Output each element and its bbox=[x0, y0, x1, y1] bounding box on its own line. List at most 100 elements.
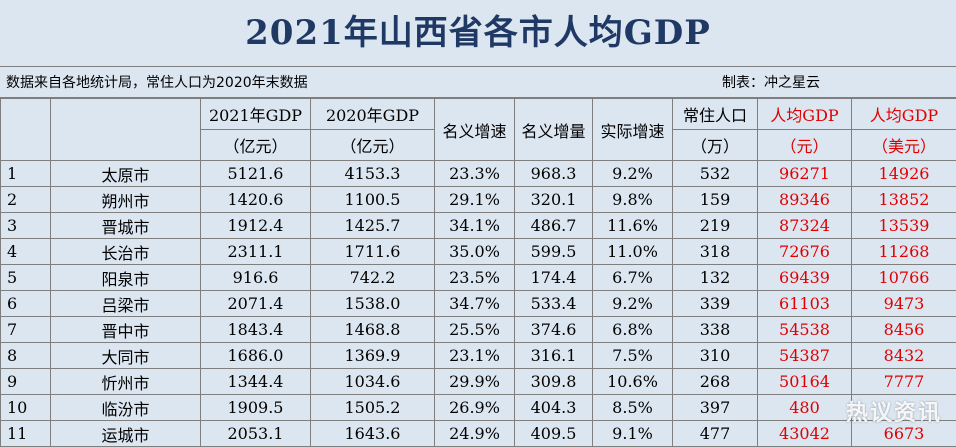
city-name-cell: 朔州市 bbox=[51, 187, 201, 213]
real-growth-cell: 8.5% bbox=[593, 395, 673, 421]
per-capita-cny-cell: 54387 bbox=[758, 343, 852, 369]
per-capita-cny-cell: 96271 bbox=[758, 161, 852, 187]
row-index-cell: 7 bbox=[1, 317, 51, 343]
note-row: 数据来自各地统计局，常住人口为2020年末数据 制表：冲之星云 bbox=[0, 67, 956, 98]
population-cell: 268 bbox=[673, 369, 758, 395]
row-index-cell: 3 bbox=[1, 213, 51, 239]
gdp-2020-cell: 1538.0 bbox=[311, 291, 435, 317]
real-growth-cell: 6.7% bbox=[593, 265, 673, 291]
per-capita-cny-cell: 87324 bbox=[758, 213, 852, 239]
nominal-increase-cell: 599.5 bbox=[515, 239, 593, 265]
header-real-growth: 实际增速 bbox=[593, 99, 673, 161]
population-cell: 477 bbox=[673, 421, 758, 447]
city-name-cell: 大同市 bbox=[51, 343, 201, 369]
gdp-2021-cell: 1420.6 bbox=[201, 187, 311, 213]
real-growth-cell: 7.5% bbox=[593, 343, 673, 369]
per-capita-cny-cell: 89346 bbox=[758, 187, 852, 213]
header-per-capita-cny: 人均GDP bbox=[758, 99, 852, 130]
per-capita-usd-cell: 11268 bbox=[852, 239, 956, 265]
city-name-cell: 临汾市 bbox=[51, 395, 201, 421]
gdp-2020-cell: 1468.8 bbox=[311, 317, 435, 343]
gdp-2021-cell: 916.6 bbox=[201, 265, 311, 291]
gdp-table: 2021年GDP 2020年GDP 名义增速 名义增量 实际增速 常住人口 人均… bbox=[0, 98, 956, 447]
per-capita-cny-cell: 72676 bbox=[758, 239, 852, 265]
header-gdp2020-unit: （亿元） bbox=[311, 130, 435, 161]
gdp-2021-cell: 1843.4 bbox=[201, 317, 311, 343]
gdp-2020-cell: 1369.9 bbox=[311, 343, 435, 369]
gdp-2020-cell: 1100.5 bbox=[311, 187, 435, 213]
row-index-cell: 10 bbox=[1, 395, 51, 421]
nominal-increase-cell: 320.1 bbox=[515, 187, 593, 213]
nominal-growth-cell: 23.5% bbox=[435, 265, 515, 291]
real-growth-cell: 11.6% bbox=[593, 213, 673, 239]
header-population-unit: （万） bbox=[673, 130, 758, 161]
city-name-cell: 吕梁市 bbox=[51, 291, 201, 317]
row-index-cell: 5 bbox=[1, 265, 51, 291]
gdp-2020-cell: 1425.7 bbox=[311, 213, 435, 239]
gdp-2020-cell: 1034.6 bbox=[311, 369, 435, 395]
population-cell: 397 bbox=[673, 395, 758, 421]
header-index bbox=[1, 99, 51, 161]
nominal-growth-cell: 29.1% bbox=[435, 187, 515, 213]
real-growth-cell: 10.6% bbox=[593, 369, 673, 395]
gdp-2021-cell: 5121.6 bbox=[201, 161, 311, 187]
gdp-2020-cell: 1643.6 bbox=[311, 421, 435, 447]
gdp-2021-cell: 1344.4 bbox=[201, 369, 311, 395]
per-capita-usd-cell: 13852 bbox=[852, 187, 956, 213]
header-population: 常住人口 bbox=[673, 99, 758, 130]
row-index-cell: 2 bbox=[1, 187, 51, 213]
nominal-increase-cell: 486.7 bbox=[515, 213, 593, 239]
gdp-2020-cell: 1711.6 bbox=[311, 239, 435, 265]
header-gdp2021-unit: （亿元） bbox=[201, 130, 311, 161]
nominal-increase-cell: 404.3 bbox=[515, 395, 593, 421]
population-cell: 219 bbox=[673, 213, 758, 239]
header-per-capita-usd: 人均GDP bbox=[852, 99, 956, 130]
gdp-2021-cell: 1912.4 bbox=[201, 213, 311, 239]
nominal-increase-cell: 374.6 bbox=[515, 317, 593, 343]
real-growth-cell: 9.8% bbox=[593, 187, 673, 213]
city-name-cell: 忻州市 bbox=[51, 369, 201, 395]
nominal-growth-cell: 24.9% bbox=[435, 421, 515, 447]
nominal-growth-cell: 26.9% bbox=[435, 395, 515, 421]
population-cell: 338 bbox=[673, 317, 758, 343]
population-cell: 318 bbox=[673, 239, 758, 265]
city-name-cell: 晋中市 bbox=[51, 317, 201, 343]
gdp-2021-cell: 2311.1 bbox=[201, 239, 311, 265]
per-capita-usd-cell: 13539 bbox=[852, 213, 956, 239]
per-capita-cny-cell: 69439 bbox=[758, 265, 852, 291]
nominal-increase-cell: 409.5 bbox=[515, 421, 593, 447]
population-cell: 532 bbox=[673, 161, 758, 187]
row-index-cell: 1 bbox=[1, 161, 51, 187]
per-capita-cny-cell: 480 bbox=[758, 395, 852, 421]
row-index-cell: 11 bbox=[1, 421, 51, 447]
nominal-growth-cell: 34.1% bbox=[435, 213, 515, 239]
population-cell: 310 bbox=[673, 343, 758, 369]
population-cell: 159 bbox=[673, 187, 758, 213]
nominal-growth-cell: 25.5% bbox=[435, 317, 515, 343]
city-name-cell: 阳泉市 bbox=[51, 265, 201, 291]
per-capita-cny-cell: 61103 bbox=[758, 291, 852, 317]
nominal-growth-cell: 23.1% bbox=[435, 343, 515, 369]
per-capita-cny-cell: 54538 bbox=[758, 317, 852, 343]
nominal-increase-cell: 968.3 bbox=[515, 161, 593, 187]
per-capita-cny-cell: 50164 bbox=[758, 369, 852, 395]
gdp-2021-cell: 1686.0 bbox=[201, 343, 311, 369]
header-gdp2020: 2020年GDP bbox=[311, 99, 435, 130]
row-index-cell: 8 bbox=[1, 343, 51, 369]
city-name-cell: 太原市 bbox=[51, 161, 201, 187]
nominal-increase-cell: 174.4 bbox=[515, 265, 593, 291]
source-note: 数据来自各地统计局，常住人口为2020年末数据 bbox=[6, 72, 308, 92]
real-growth-cell: 9.1% bbox=[593, 421, 673, 447]
per-capita-usd-cell: 10766 bbox=[852, 265, 956, 291]
header-per-capita-cny-unit: （元） bbox=[758, 130, 852, 161]
